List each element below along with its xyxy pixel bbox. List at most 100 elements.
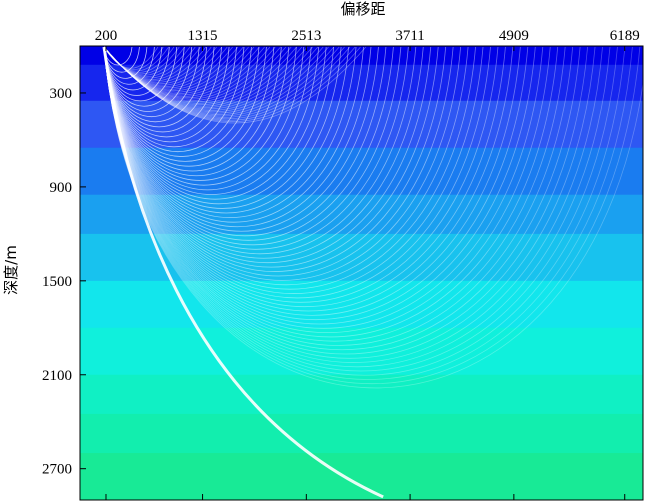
- raypath-64: [103, 46, 611, 368]
- raypath-67: [103, 46, 633, 380]
- y-tick-label: 2100: [42, 368, 72, 384]
- raypath-13: [103, 46, 230, 138]
- raypath-35: [103, 46, 394, 241]
- y-axis-title: 深度/m: [2, 245, 20, 295]
- raypath-60: [103, 46, 581, 350]
- raypath-37: [103, 46, 409, 250]
- raypath-42: [103, 46, 447, 272]
- raypath-98: [103, 46, 308, 108]
- velocity-layer-9: [80, 413, 643, 454]
- raypath-18: [103, 46, 267, 162]
- velocity-layer-5: [80, 233, 643, 282]
- y-axis: 300 900 1500 2100 2700: [42, 86, 86, 478]
- raypath-99: [103, 46, 313, 110]
- raypath-107: [103, 46, 356, 121]
- velocity-layer-8: [80, 374, 643, 415]
- raypath-52: [103, 46, 521, 316]
- raypath-102: [103, 46, 329, 114]
- raypath-46: [103, 46, 476, 290]
- raypath-91: [103, 46, 271, 99]
- velocity-layer-1: [80, 64, 643, 102]
- raypath-82: [103, 46, 223, 86]
- raypaths: [102, 46, 643, 499]
- raypath-68: [103, 46, 641, 384]
- raypath-12: [103, 46, 222, 133]
- raypath-106: [103, 46, 351, 119]
- raypath-86: [103, 46, 244, 92]
- raypath-28: [103, 46, 342, 209]
- x-axis-title: 偏移距: [340, 0, 385, 18]
- velocity-layer-3: [80, 147, 643, 196]
- raypath-29: [103, 46, 349, 214]
- y-tick-label: 1500: [42, 274, 72, 290]
- raypath-23: [103, 46, 305, 186]
- raypath-51: [103, 46, 514, 312]
- raypath-76: [103, 46, 191, 78]
- raypath-100: [103, 46, 319, 111]
- raypath-87: [103, 46, 249, 93]
- raypath-25: [103, 46, 320, 195]
- y-tick-label: 300: [50, 86, 73, 102]
- raypath-92: [103, 46, 276, 100]
- raypath-39: [103, 46, 424, 259]
- raypath-105: [103, 46, 345, 118]
- raypath-104: [103, 46, 340, 117]
- raypath-38: [103, 46, 417, 254]
- raypath-89: [103, 46, 260, 96]
- raypath-21: [103, 46, 290, 176]
- raypath-66: [103, 46, 626, 376]
- raypath-27: [103, 46, 335, 204]
- raypath-32: [103, 46, 372, 227]
- raypath-78: [103, 46, 201, 80]
- x-tick-label: 3711: [395, 28, 424, 44]
- raypath-65: [103, 46, 618, 372]
- raypath-57: [103, 46, 559, 338]
- raypath-93: [103, 46, 281, 101]
- raypath-19: [103, 46, 275, 167]
- velocity-layer-6: [80, 280, 643, 329]
- plot-frame: [79, 45, 644, 501]
- raypath-90: [103, 46, 265, 97]
- raypath-26: [103, 46, 327, 200]
- raypath-30: [103, 46, 357, 219]
- x-tick-label: 2513: [291, 28, 321, 44]
- raypath-79: [103, 46, 207, 82]
- velocity-layer-0: [80, 46, 643, 66]
- velocity-layers: [80, 46, 643, 500]
- raypath-58: [103, 46, 566, 342]
- raypath-15: [103, 46, 245, 148]
- raypath-88: [103, 46, 255, 94]
- raypath-97: [103, 46, 303, 107]
- raypath-34: [103, 46, 387, 237]
- raypath-22: [103, 46, 297, 181]
- raypath-103: [103, 46, 335, 115]
- raypath-59: [103, 46, 574, 346]
- y-tick-label: 900: [50, 180, 73, 196]
- raypath-84: [103, 46, 233, 89]
- raypath-81: [103, 46, 217, 84]
- raypath-36: [103, 46, 402, 246]
- raypath-101: [103, 46, 324, 113]
- raypath-62: [103, 46, 596, 359]
- raypath-56: [103, 46, 551, 334]
- raypath-47: [103, 46, 484, 294]
- raypath-44: [103, 46, 462, 281]
- raypath-49: [103, 46, 499, 303]
- raypath-94: [103, 46, 287, 103]
- raypath-54: [103, 46, 536, 325]
- x-tick-label: 200: [95, 28, 118, 44]
- raypath-109: [103, 46, 367, 124]
- raypath-53: [103, 46, 529, 321]
- raypath-17: [103, 46, 260, 157]
- raypath-14: [103, 46, 237, 143]
- velocity-layer-10: [80, 453, 643, 500]
- raypath-45: [103, 46, 469, 285]
- raypath-50: [103, 46, 506, 307]
- raypath-75: [103, 46, 185, 76]
- raypath-24: [103, 46, 312, 191]
- raypath-70: [103, 46, 159, 69]
- raypath-61: [103, 46, 588, 355]
- velocity-layer-7: [80, 327, 643, 376]
- raypath-69: [103, 46, 643, 389]
